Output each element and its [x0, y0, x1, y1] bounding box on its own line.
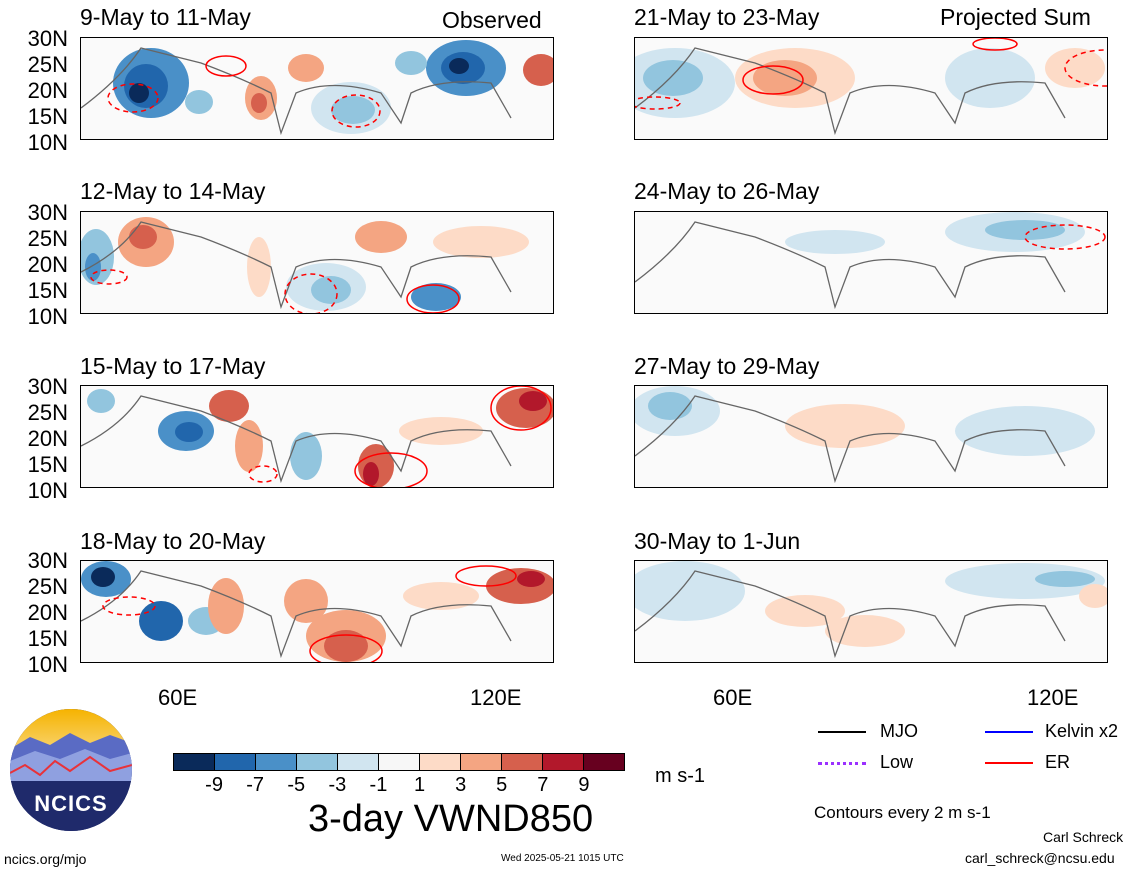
colorbar-swatch	[337, 754, 378, 770]
map-field	[81, 561, 553, 662]
author-name: Carl Schreck	[1043, 829, 1124, 845]
lat-label: 20N	[27, 78, 68, 103]
legend-low: Low	[880, 752, 914, 772]
site-url: ncics.org/mjo	[4, 851, 87, 867]
observed-label: Observed	[442, 7, 542, 33]
colorbar-swatch	[214, 754, 255, 770]
lon-label: 120E	[470, 685, 522, 710]
colorbar-swatch	[419, 754, 460, 770]
panel-title: 27-May to 29-May	[634, 353, 820, 379]
colorbar-label: 9	[578, 774, 590, 796]
lat-label: 25N	[27, 52, 68, 77]
panel-title: 18-May to 20-May	[80, 528, 266, 554]
colorbar-swatch	[296, 754, 337, 770]
colorbar-swatch	[460, 754, 501, 770]
colorbar-swatch	[542, 754, 583, 770]
map-field	[635, 561, 1107, 659]
colorbar-swatch	[378, 754, 419, 770]
lat-label: 10N	[27, 478, 68, 503]
map-field	[81, 386, 553, 487]
author-email: carl_schreck@ncsu.edu	[965, 850, 1115, 866]
lon-label: 60E	[158, 685, 198, 710]
map-panel-observed-3	[80, 385, 554, 488]
legend-er: ER	[1045, 752, 1071, 772]
lat-label: 10N	[27, 652, 68, 677]
map-panel-projected-1	[634, 37, 1108, 140]
colorbar-swatches	[173, 753, 625, 771]
colorbar-label: -3	[328, 774, 347, 796]
panel-title: 15-May to 17-May	[80, 353, 266, 379]
lat-label: 25N	[27, 226, 68, 251]
lat-label: 15N	[27, 452, 68, 477]
lat-label: 25N	[27, 400, 68, 425]
lat-label: 20N	[27, 600, 68, 625]
colorbar-label: 1	[413, 774, 426, 796]
legend-mjo: MJO	[880, 721, 918, 741]
colorbar-label: -7	[246, 774, 265, 796]
logo-text: NCICS	[34, 791, 108, 816]
lat-label: 15N	[27, 104, 68, 129]
map-field	[81, 40, 553, 136]
lat-label: 20N	[27, 252, 68, 277]
ncics-logo: NCICS	[10, 709, 132, 831]
panel-title: 30-May to 1-Jun	[634, 528, 801, 554]
legend-kelvin: Kelvin x2	[1045, 721, 1119, 741]
map-panel-projected-2	[634, 211, 1108, 314]
main-title: 3-day VWND850	[308, 798, 594, 840]
map-field	[635, 212, 1106, 310]
panel-title: 12-May to 14-May	[80, 178, 266, 204]
lat-label: 30N	[27, 548, 68, 573]
map-field	[635, 386, 1095, 484]
colorbar-label: 5	[496, 774, 508, 796]
lat-label: 10N	[27, 130, 68, 155]
colorbar-label: 7	[537, 774, 549, 796]
map-field	[635, 38, 1107, 136]
lat-label: 25N	[27, 574, 68, 599]
map-panel-observed-2	[80, 211, 554, 314]
lat-label: 15N	[27, 626, 68, 651]
projected-sum-label: Projected Sum	[940, 4, 1091, 30]
panel-title: 24-May to 26-May	[634, 178, 820, 204]
legend-mjo-line	[818, 731, 866, 733]
lat-label: 30N	[27, 26, 68, 51]
units-label: m s-1	[655, 765, 705, 787]
map-panel-projected-3	[634, 385, 1108, 488]
colorbar-swatch	[501, 754, 542, 770]
legend-kelvin-line	[985, 731, 1033, 733]
map-field	[81, 217, 529, 313]
lat-label: 10N	[27, 304, 68, 329]
panel-title: 21-May to 23-May	[634, 4, 820, 30]
colorbar-label: -9	[205, 774, 223, 796]
lon-label: 120E	[1027, 685, 1079, 710]
lon-label: 60E	[713, 685, 753, 710]
contours-note: Contours every 2 m s-1	[814, 803, 991, 822]
colorbar-label: -5	[287, 774, 306, 796]
colorbar-swatch	[255, 754, 296, 770]
colorbar-label: 3	[455, 774, 467, 796]
panel-title: 9-May to 11-May	[80, 4, 251, 30]
map-panel-observed-1	[80, 37, 554, 140]
timestamp: Wed 2025-05-21 1015 UTC	[501, 853, 624, 864]
colorbar-swatch	[174, 754, 214, 770]
lat-label: 15N	[27, 278, 68, 303]
lat-label: 20N	[27, 426, 68, 451]
legend-low-line	[818, 762, 866, 765]
legend-er-line	[985, 762, 1033, 764]
map-panel-projected-4	[634, 560, 1108, 663]
colorbar-label: -1	[369, 774, 388, 796]
lat-label: 30N	[27, 374, 68, 399]
colorbar-swatch	[583, 754, 624, 770]
map-panel-observed-4	[80, 560, 554, 663]
lat-label: 30N	[27, 200, 68, 225]
